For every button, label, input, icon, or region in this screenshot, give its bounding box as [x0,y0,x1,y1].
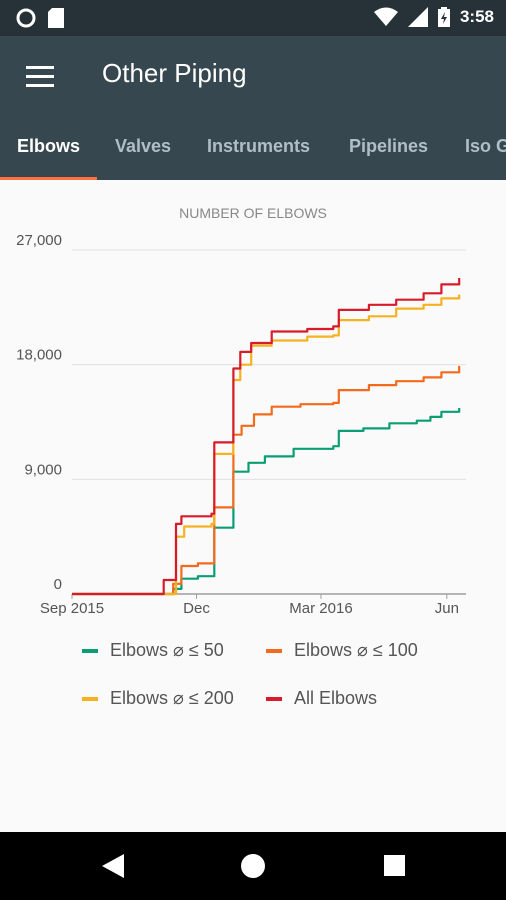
chart-container: NUMBER OF ELBOWS 0 9,000 18,000 27,000 Sep 20… [0,180,506,740]
legend-swatch [266,648,282,653]
x-tick-label: Jun [435,600,459,617]
legend-label: Elbows ⌀ ≤ 50 [110,640,224,660]
navigation-bar [0,832,506,900]
elbows-chart: NUMBER OF ELBOWS 0 9,000 18,000 27,000 Sep 20… [16,205,466,617]
page-title: Other Piping [102,58,247,88]
status-bar: 3:58 [0,0,506,36]
home-circle-icon[interactable] [241,854,265,878]
legend-label: Elbows ⌀ ≤ 100 [294,640,418,660]
legend-item: Elbows ⌀ ≤ 100 [266,640,418,661]
legend-item: Elbows ⌀ ≤ 200 [82,688,234,709]
back-triangle-icon[interactable] [102,854,124,878]
battery-icon [437,7,450,27]
tab-bar: Elbows Valves Instruments Pipelines Iso … [0,124,506,180]
series-line-1 [72,365,461,596]
series-line-0 [72,408,461,596]
sd-card-icon [48,8,64,28]
legend-swatch [82,696,98,701]
tab-iso[interactable]: Iso G [465,136,506,156]
tab-pipelines[interactable]: Pipelines [349,136,429,156]
tab-indicator [0,177,97,180]
signal-icon [407,7,428,27]
legend-label: All Elbows [294,688,378,708]
y-tick-label: 0 [54,576,62,593]
chart-title: NUMBER OF ELBOWS [179,205,327,221]
series-line-2 [72,294,461,596]
tab-elbows[interactable]: Elbows [17,136,81,156]
app-bar: Other Piping Elbows Valves Instruments P… [0,36,506,180]
recents-square-icon[interactable] [384,855,405,876]
x-tick-label: Dec [183,600,210,617]
x-tick-label: Sep 2015 [40,600,104,617]
legend-label: Elbows ⌀ ≤ 200 [110,688,234,708]
notification-circle-icon [16,8,36,28]
hamburger-menu-icon[interactable] [26,66,54,88]
y-tick-label: 18,000 [16,347,62,364]
status-time: 3:58 [459,7,494,26]
tab-valves[interactable]: Valves [115,136,172,156]
series-line-3 [72,278,461,596]
legend-swatch [82,648,98,653]
x-tick-label: Mar 2016 [289,600,352,617]
y-tick-label: 9,000 [24,461,62,478]
legend-item: All Elbows [266,688,377,709]
tab-instruments[interactable]: Instruments [207,136,311,156]
legend-item: Elbows ⌀ ≤ 50 [82,640,224,661]
legend-swatch [266,696,282,701]
wifi-icon [373,7,398,26]
y-tick-label: 27,000 [16,232,62,249]
